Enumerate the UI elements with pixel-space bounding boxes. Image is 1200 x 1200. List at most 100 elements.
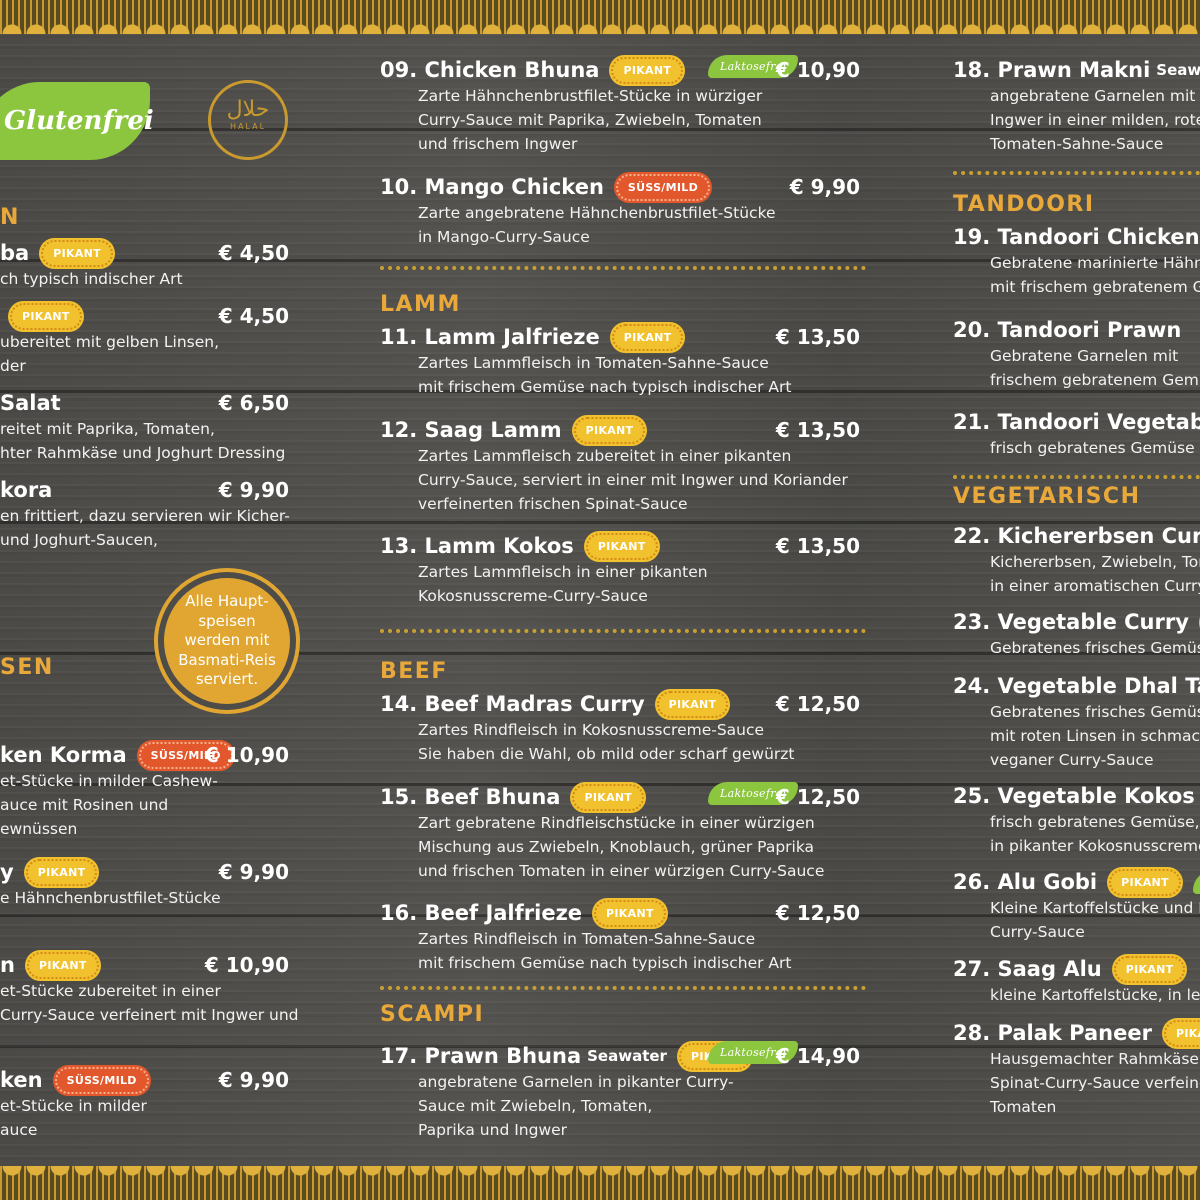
item-name: 10. Mango Chicken xyxy=(380,175,604,199)
item-description: mit frischem gebratenem G xyxy=(990,278,1200,296)
note-line: werden mit xyxy=(184,631,270,650)
tag-pikant: PIKANT xyxy=(41,239,113,267)
tag-pikant: PIKANT xyxy=(572,783,645,811)
item-description: Zartes Rindfleisch in Tomaten-Sahne-Sauc… xyxy=(418,930,756,948)
item-description: Spinat-Curry-Sauce verfeine xyxy=(990,1074,1200,1092)
item-price: € 12,50 xyxy=(775,692,860,716)
item-description: auce xyxy=(0,1121,38,1139)
item-description: Gebratenes frisches Gemüs xyxy=(990,703,1200,721)
item-name: 15. Beef Bhuna xyxy=(380,785,561,809)
item-name: 27. Saag Alu xyxy=(953,957,1102,981)
item-name: 26. Alu Gobi xyxy=(953,870,1098,894)
tag-mild: SÜSS/MILD xyxy=(54,1066,149,1094)
item-description: Paprika und Ingwer xyxy=(418,1121,568,1139)
item-description: frischem gebratenem Gemü xyxy=(990,371,1200,389)
item-description: Sauce mit Zwiebeln, Tomaten, xyxy=(418,1097,653,1115)
tag-mild: SÜSS/MILD xyxy=(615,173,711,201)
menu-item: 09. Chicken Bhuna PIKANT xyxy=(380,56,684,84)
item-description: verfeinerten frischen Spinat-Sauce xyxy=(418,495,688,513)
item-name: 09. Chicken Bhuna xyxy=(380,58,600,82)
tag-pikant: PIKANT xyxy=(573,416,646,444)
item-name: 12. Saag Lamm xyxy=(380,418,562,442)
tag-pikant: PIKANT xyxy=(10,302,82,330)
menu-item: y PIKANT xyxy=(0,858,98,886)
item-description: frisch gebratenes Gemüse, a xyxy=(990,813,1200,831)
tag-pikant: PIKANT xyxy=(611,56,684,84)
item-name: 14. Beef Madras Curry xyxy=(380,692,645,716)
item-name: ken xyxy=(0,1068,43,1092)
item-description: in einer aromatischen Curry xyxy=(990,577,1200,595)
item-description: angebratene Garnelen mit I xyxy=(990,87,1200,105)
item-description: hter Rahmkäse und Joghurt Dressing xyxy=(0,444,286,462)
item-name: 20. Tandoori Prawn xyxy=(953,318,1182,342)
item-description: Curry-Sauce, serviert in einer mit Ingwe… xyxy=(418,471,848,489)
item-description: Sie haben die Wahl, ob mild oder scharf … xyxy=(418,745,795,763)
tag-pikant: PIKANT xyxy=(656,690,729,718)
item-name: 28. Palak Paneer xyxy=(953,1021,1152,1045)
menu-item: 18. Prawn Makni Seawate xyxy=(953,56,1200,84)
menu-item: 10. Mango Chicken SÜSS/MILD xyxy=(380,173,711,201)
menu-item: 20. Tandoori Prawn xyxy=(953,316,1181,344)
item-description: und Joghurt-Saucen, xyxy=(0,531,158,549)
section-heading: SCAMPI xyxy=(380,1002,485,1027)
item-description: kleine Kartoffelstücke, in lei xyxy=(990,986,1200,1004)
menu-item: 16. Beef Jalfrieze PIKANT xyxy=(380,899,666,927)
item-description: mit frischem Gemüse nach typisch indisch… xyxy=(418,378,792,396)
item-description: angebratene Garnelen in pikanter Curry- xyxy=(418,1073,734,1091)
separator xyxy=(953,475,1200,479)
item-description: et-Stücke in milder xyxy=(0,1097,147,1115)
item-description: Zartes Lammfleisch in einer pikanten xyxy=(418,563,708,581)
item-description: ubereitet mit gelben Linsen, xyxy=(0,333,220,351)
item-price: € 9,90 xyxy=(218,860,289,884)
note-line: Basmati-Reis xyxy=(178,650,276,669)
item-name: 18. Prawn Makni xyxy=(953,58,1151,82)
section-heading: VEGETARISCH xyxy=(953,484,1141,509)
item-description: Mischung aus Zwiebeln, Knoblauch, grüner… xyxy=(418,838,815,856)
glutenfree-badge: Glutenfrei xyxy=(0,82,154,160)
tag-mild: SÜSS/MILD xyxy=(138,741,233,769)
menu-item: 14. Beef Madras Curry PIKANT xyxy=(380,690,729,718)
tag-pikant: PIKANT xyxy=(585,532,658,560)
rice-note: Alle Haupt-speisen werden mit Basmati-Reis… xyxy=(164,578,290,704)
tag-leaf: Laktosefrei xyxy=(708,782,799,805)
item-price: € 4,50 xyxy=(218,304,289,328)
menu-item: 25. Vegetable KokosSÜSS xyxy=(953,782,1200,810)
tag-pikant: PIKANT xyxy=(1113,955,1186,983)
note-line: serviert. xyxy=(195,670,259,689)
menu-item: ken Korma SÜSS/MILD xyxy=(0,741,233,769)
separator xyxy=(380,629,866,633)
item-description: Kichererbsen, Zwiebeln, Tor xyxy=(990,553,1200,571)
item-price: € 12,50 xyxy=(775,785,860,809)
tag-leaf: Veg xyxy=(1192,870,1200,894)
tag-leaf: Laktosefrei xyxy=(708,55,799,78)
item-suffix: Seawate xyxy=(1156,61,1200,79)
item-description: Curry-Sauce xyxy=(990,923,1085,941)
menu-item: kora xyxy=(0,476,52,504)
item-description: Zarte angebratene Hähnchenbrustfilet-Stü… xyxy=(418,204,776,222)
item-description: Zartes Lammfleisch in Tomaten-Sahne-Sauc… xyxy=(418,354,769,372)
separator xyxy=(380,266,866,270)
item-name: n xyxy=(0,953,15,977)
item-description: in pikanter Kokosnusscreme xyxy=(990,837,1200,855)
item-price: € 9,90 xyxy=(218,1068,289,1092)
item-price: € 10,90 xyxy=(775,58,860,82)
halal-arabic: حلال xyxy=(226,97,270,122)
note-line: Alle Haupt- xyxy=(185,592,269,611)
section-heading: N xyxy=(0,205,20,230)
menu-item: Salat xyxy=(0,389,61,417)
item-name: 24. Vegetable Dhal Tark xyxy=(953,674,1200,698)
item-description: Kleine Kartoffelstücke und I xyxy=(990,899,1200,917)
item-price: € 13,50 xyxy=(775,534,860,558)
menu-item: 11. Lamm Jalfrieze PIKANT xyxy=(380,323,684,351)
item-description: Curry-Sauce mit Paprika, Zwiebeln, Tomat… xyxy=(418,111,762,129)
item-description: Zartes Rindfleisch in Kokosnusscreme-Sau… xyxy=(418,721,765,739)
item-name: ken Korma xyxy=(0,743,127,767)
section-heading: BEEF xyxy=(380,659,448,684)
menu-item: 19. Tandoori Chicken xyxy=(953,223,1200,251)
item-name: 22. Kichererbsen Curry xyxy=(953,524,1200,548)
tag-pikant: PIKANT xyxy=(594,899,666,927)
item-description: in Mango-Curry-Sauce xyxy=(418,228,590,246)
item-name: ba xyxy=(0,241,30,265)
item-description: reitet mit Paprika, Tomaten, xyxy=(0,420,215,438)
menu-item: 17. Prawn BhunaSeawaterPIKANT xyxy=(380,1042,751,1070)
